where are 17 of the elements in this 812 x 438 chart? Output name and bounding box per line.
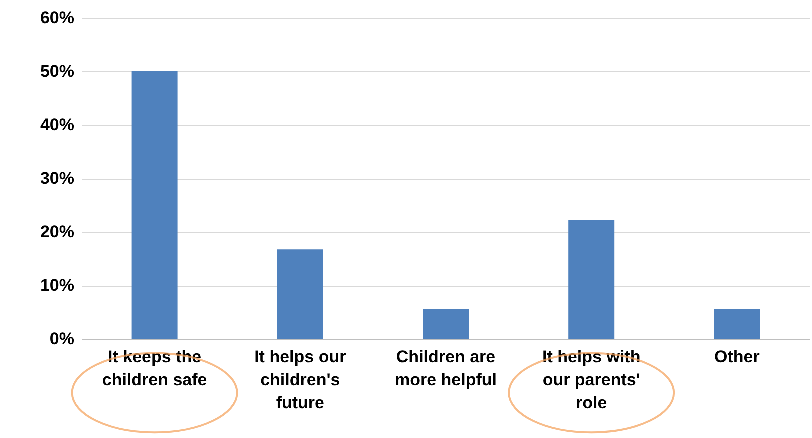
y-tick-label: 20% <box>40 222 74 242</box>
y-tick-label: 0% <box>50 330 74 348</box>
x-tick-label: Children are more helpful <box>394 348 498 390</box>
x-tick-label: Other <box>714 348 760 366</box>
y-tick-label: 10% <box>40 276 74 295</box>
bar <box>132 72 178 339</box>
bar <box>714 309 760 339</box>
y-tick-label: 50% <box>40 62 74 81</box>
y-tick-label: 30% <box>40 169 74 188</box>
bar <box>423 309 469 339</box>
y-tick-label: 40% <box>40 116 74 134</box>
x-tick-label: It helps our children's future <box>254 348 347 412</box>
x-tick-label: It helps with our parents' role <box>542 348 641 412</box>
y-tick-label: 60% <box>40 8 74 28</box>
bar <box>568 220 615 339</box>
bar <box>277 250 324 339</box>
x-tick-label: It keeps the children safe <box>102 348 208 390</box>
